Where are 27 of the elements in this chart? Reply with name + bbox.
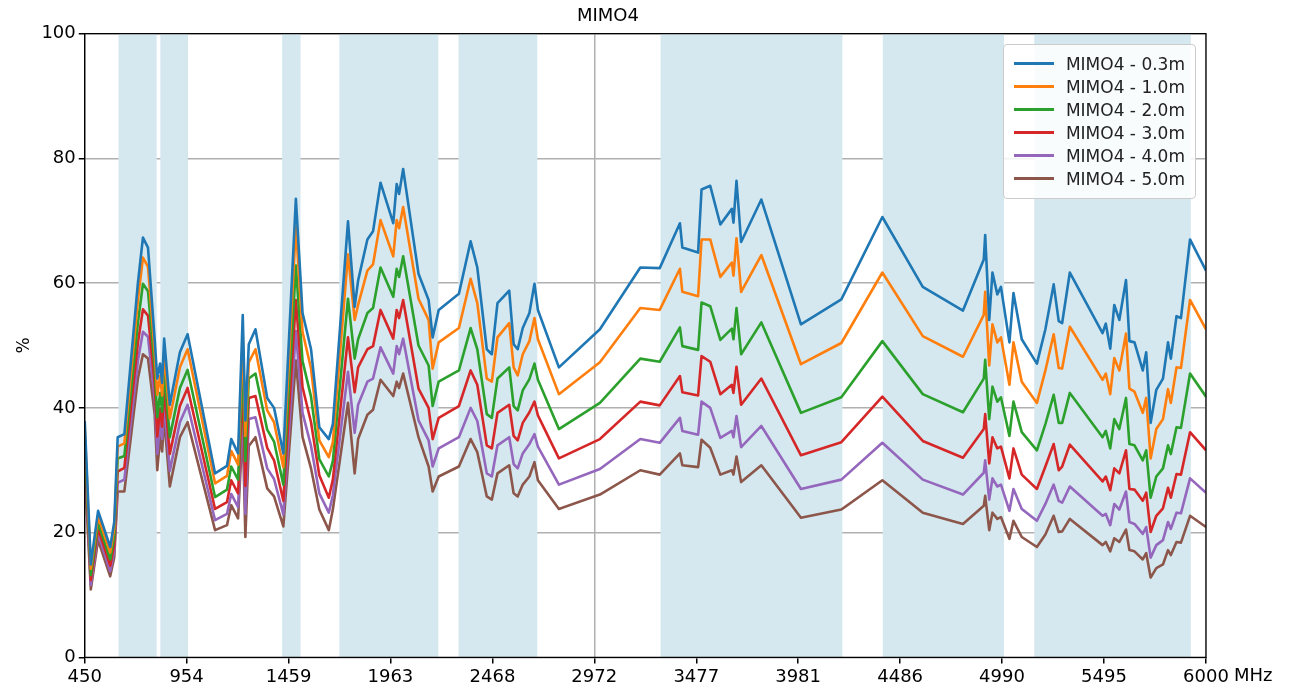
x-tick-label: 450 [67, 664, 102, 686]
legend-label: MIMO4 - 4.0m [1065, 145, 1185, 166]
x-tick-label: 3981 [775, 664, 822, 686]
x-tick-label: 3477 [673, 664, 720, 686]
y-tick-label: 80 [52, 146, 76, 168]
x-tick-label: 1963 [367, 664, 414, 686]
x-tick-label: 5495 [1081, 664, 1127, 686]
x-tick-label: 1459 [265, 664, 312, 686]
legend-label: MIMO4 - 3.0m [1065, 122, 1185, 143]
x-tick-label: 954 [169, 664, 204, 686]
y-tick-label: 60 [52, 270, 76, 292]
x-tick-label: 2972 [571, 664, 618, 686]
x-tick-label: 4486 [877, 664, 924, 686]
legend-label: MIMO4 - 5.0m [1065, 168, 1185, 189]
y-axis-title: % [12, 337, 33, 354]
y-tick-label: 20 [52, 520, 76, 542]
x-axis-title: MHz [1234, 664, 1273, 686]
legend-label: MIMO4 - 0.3m [1065, 53, 1185, 74]
y-tick-label: 0 [64, 645, 76, 667]
legend-label: MIMO4 - 1.0m [1065, 76, 1185, 97]
x-tick-label: 4990 [979, 664, 1025, 686]
chart-title: MIMO4 [577, 4, 639, 26]
y-tick-label: 40 [52, 395, 76, 417]
x-tick-label: 6000 [1183, 664, 1229, 686]
y-tick-label: 100 [41, 21, 76, 43]
legend-label: MIMO4 - 2.0m [1065, 99, 1185, 120]
x-tick-label: 2468 [469, 664, 516, 686]
